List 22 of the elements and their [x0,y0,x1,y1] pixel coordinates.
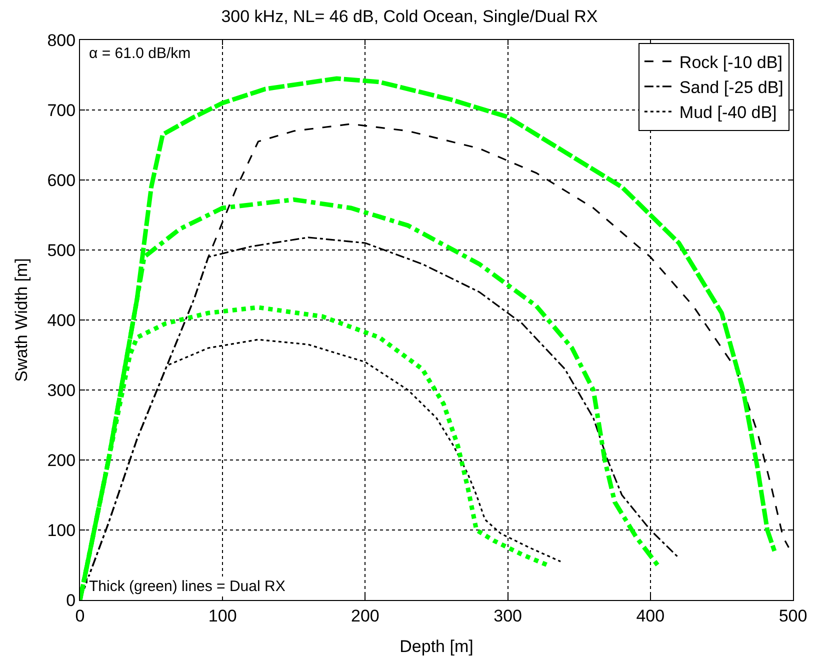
legend-label: Sand [-25 dB] [679,78,784,98]
annotation: α = 61.0 dB/km [89,45,191,62]
x-axis-title: Depth [m] [400,636,474,656]
annotation: Thick (green) lines = Dual RX [89,578,286,595]
y-tick-label: 100 [47,520,76,540]
x-tick-label: 400 [636,606,665,626]
x-tick-label: 100 [208,606,237,626]
chart-title: 300 kHz, NL= 46 dB, Cold Ocean, Single/Dual RX [221,6,598,26]
y-tick-label: 500 [47,240,76,260]
x-tick-label: 500 [778,606,808,626]
y-tick-label: 400 [47,310,76,330]
y-tick-label: 200 [47,450,76,470]
y-tick-label: 300 [47,380,76,400]
x-tick-label: 200 [351,606,380,626]
y-tick-label: 600 [47,170,76,190]
y-tick-label: 800 [47,30,76,50]
y-axis-title: Swath Width [m] [12,258,31,382]
y-tick-label: 0 [66,590,76,610]
legend-label: Rock [-10 dB] [679,52,782,72]
y-tick-label: 700 [47,100,76,120]
legend-label: Mud [-40 dB] [679,103,777,122]
x-tick-label: 300 [494,606,522,626]
